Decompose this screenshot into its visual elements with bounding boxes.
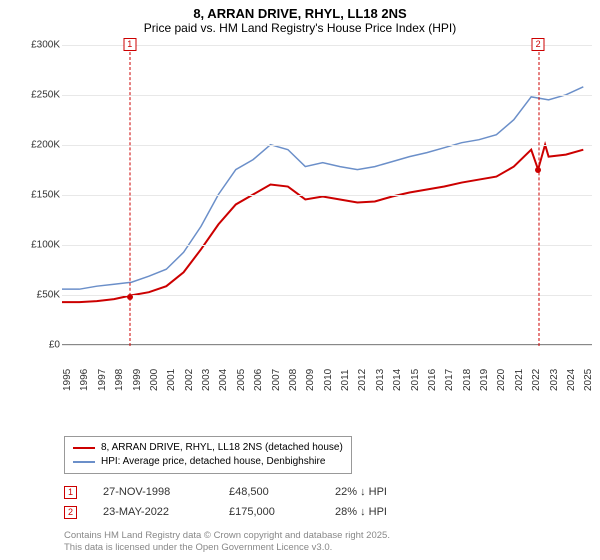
x-tick-label: 2014: [392, 369, 403, 391]
attribution: Contains HM Land Registry data © Crown c…: [64, 530, 390, 554]
y-tick-label: £250K: [28, 90, 60, 101]
x-tick-label: 2011: [340, 369, 351, 391]
sale-dot: [535, 167, 541, 173]
x-tick-label: 2002: [184, 369, 195, 391]
legend-item: HPI: Average price, detached house, Denb…: [73, 455, 343, 469]
chart-container: 8, ARRAN DRIVE, RHYL, LL18 2NS Price pai…: [0, 0, 600, 560]
sale-date: 23-MAY-2022: [103, 506, 203, 518]
sales-row: 1 27-NOV-1998 £48,500 22% ↓ HPI: [64, 482, 387, 502]
x-tick-label: 2019: [479, 369, 490, 391]
series-line: [62, 87, 583, 289]
x-tick-label: 2016: [427, 369, 438, 391]
attribution-line1: Contains HM Land Registry data © Crown c…: [64, 530, 390, 542]
x-tick-label: 2004: [218, 369, 229, 391]
x-tick-label: 2008: [288, 369, 299, 391]
gridline: [62, 295, 592, 296]
sale-date: 27-NOV-1998: [103, 486, 203, 498]
x-tick-label: 2010: [323, 369, 334, 391]
marker-stem: [538, 52, 539, 346]
x-tick-label: 2023: [549, 369, 560, 391]
plot-region: £0£50K£100K£150K£200K£250K£300K199519961…: [62, 45, 592, 345]
sale-dot: [127, 294, 133, 300]
x-tick-label: 2003: [201, 369, 212, 391]
title-block: 8, ARRAN DRIVE, RHYL, LL18 2NS Price pai…: [0, 0, 600, 37]
gridline: [62, 195, 592, 196]
x-tick-label: 2020: [496, 369, 507, 391]
sale-price: £175,000: [229, 506, 309, 518]
gridline: [62, 95, 592, 96]
x-tick-label: 1998: [114, 369, 125, 391]
sales-table: 1 27-NOV-1998 £48,500 22% ↓ HPI 2 23-MAY-2022…: [64, 482, 387, 522]
x-tick-label: 2025: [583, 369, 594, 391]
sale-price: £48,500: [229, 486, 309, 498]
sales-marker-icon: 2: [64, 506, 77, 519]
legend-label: 8, ARRAN DRIVE, RHYL, LL18 2NS (detached…: [101, 441, 343, 455]
gridline: [62, 145, 592, 146]
sale-delta: 28% ↓ HPI: [335, 506, 387, 518]
x-tick-label: 2005: [236, 369, 247, 391]
y-tick-label: £200K: [28, 140, 60, 151]
sales-marker-icon: 1: [64, 486, 77, 499]
legend: 8, ARRAN DRIVE, RHYL, LL18 2NS (detached…: [64, 436, 352, 474]
legend-item: 8, ARRAN DRIVE, RHYL, LL18 2NS (detached…: [73, 441, 343, 455]
x-tick-label: 1995: [62, 369, 73, 391]
sale-delta: 22% ↓ HPI: [335, 486, 387, 498]
y-tick-label: £300K: [28, 40, 60, 51]
legend-swatch: [73, 461, 95, 463]
x-tick-label: 2009: [305, 369, 316, 391]
y-tick-label: £100K: [28, 240, 60, 251]
x-tick-label: 1997: [97, 369, 108, 391]
attribution-line2: This data is licensed under the Open Gov…: [64, 542, 390, 554]
x-tick-label: 2007: [271, 369, 282, 391]
x-tick-label: 2015: [410, 369, 421, 391]
y-tick-label: £50K: [28, 290, 60, 301]
sale-marker: 2: [532, 38, 545, 51]
x-tick-label: 1999: [132, 369, 143, 391]
x-tick-label: 2024: [566, 369, 577, 391]
chart-area: £0£50K£100K£150K£200K£250K£300K199519961…: [32, 37, 592, 387]
gridline: [62, 245, 592, 246]
x-tick-label: 2012: [357, 369, 368, 391]
sales-row: 2 23-MAY-2022 £175,000 28% ↓ HPI: [64, 502, 387, 522]
x-tick-label: 2000: [149, 369, 160, 391]
gridline: [62, 45, 592, 46]
x-tick-label: 1996: [79, 369, 90, 391]
x-tick-label: 2006: [253, 369, 264, 391]
x-tick-label: 2013: [375, 369, 386, 391]
x-tick-label: 2022: [531, 369, 542, 391]
gridline: [62, 345, 592, 346]
sale-marker: 1: [123, 38, 136, 51]
x-tick-label: 2021: [514, 369, 525, 391]
x-tick-label: 2001: [166, 369, 177, 391]
legend-swatch: [73, 447, 95, 449]
legend-label: HPI: Average price, detached house, Denb…: [101, 455, 325, 469]
x-tick-label: 2018: [462, 369, 473, 391]
chart-title: 8, ARRAN DRIVE, RHYL, LL18 2NS: [0, 6, 600, 21]
marker-stem: [130, 52, 131, 346]
y-tick-label: £0: [28, 340, 60, 351]
y-tick-label: £150K: [28, 190, 60, 201]
chart-subtitle: Price paid vs. HM Land Registry's House …: [0, 21, 600, 35]
x-tick-label: 2017: [444, 369, 455, 391]
